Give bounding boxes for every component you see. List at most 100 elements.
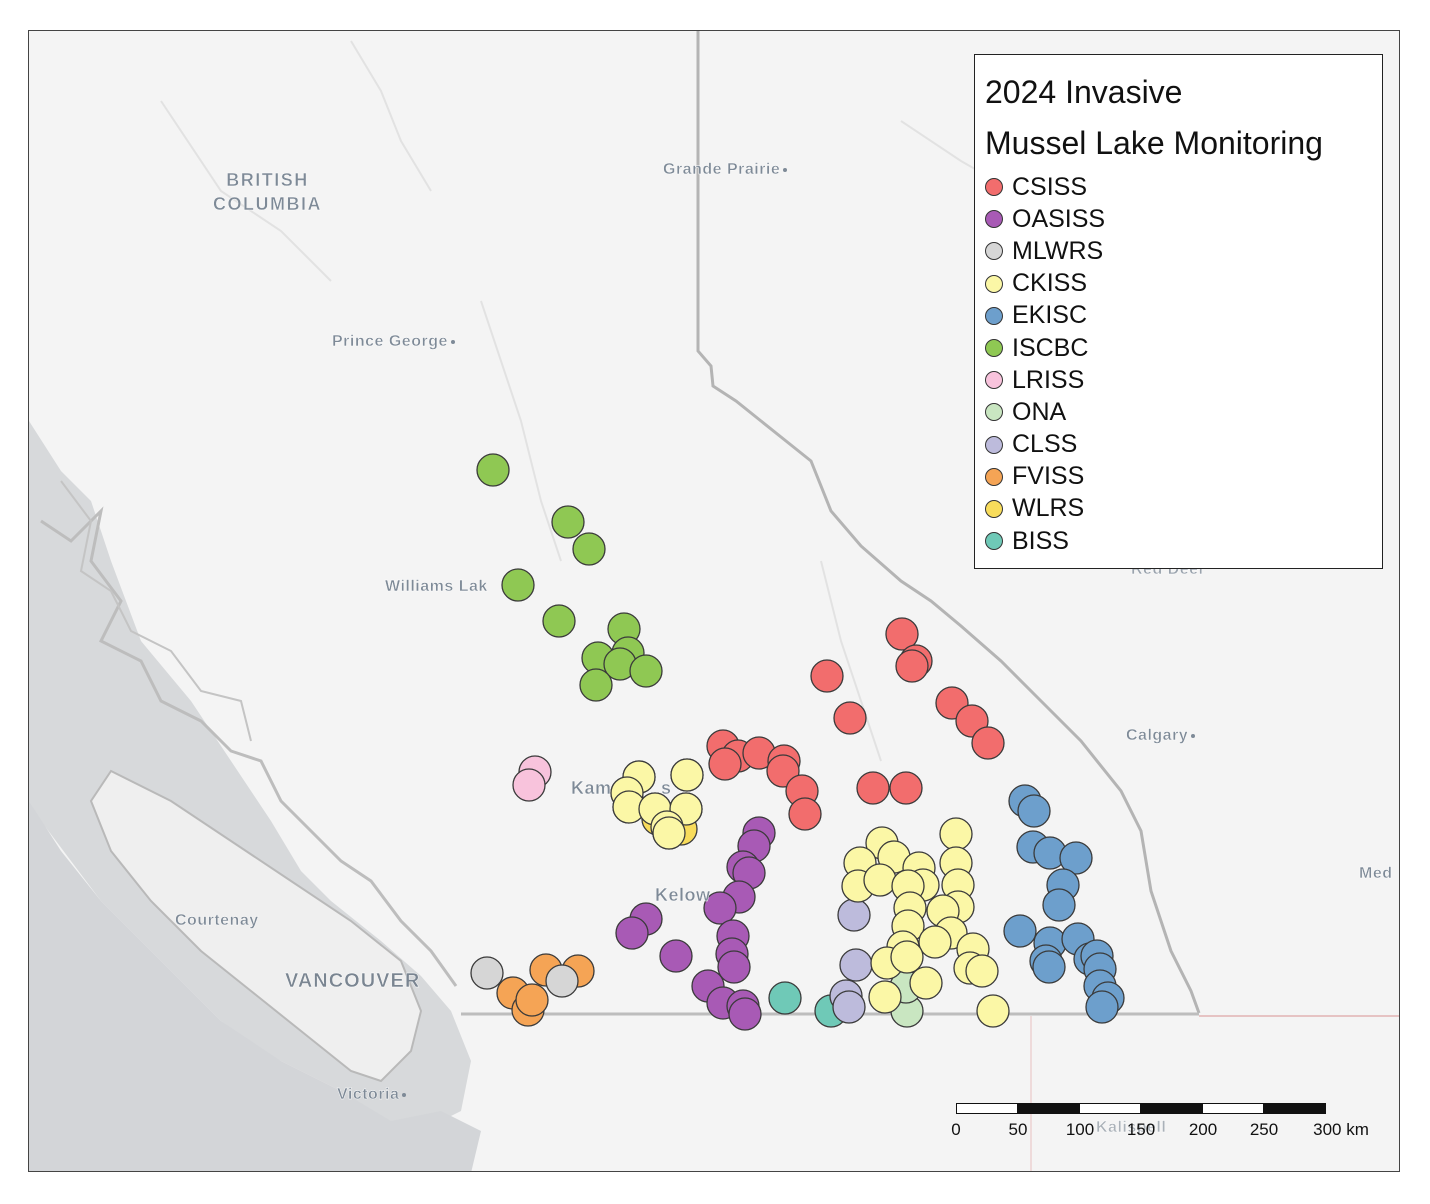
site-marker-iscbc	[579, 668, 613, 702]
legend-label: MLWRS	[1012, 236, 1104, 265]
legend-swatch	[985, 178, 1003, 197]
site-marker-csiss	[708, 747, 742, 781]
legend-label: FVISS	[1012, 462, 1085, 491]
williams-lake-text: Williams Lak	[385, 578, 488, 595]
site-marker-ckiss	[939, 817, 973, 851]
scale-tick-250: 250	[1249, 1120, 1279, 1139]
site-marker-ekisc	[1017, 794, 1051, 828]
label-british-columbia: BRITISH COLUMBIA	[213, 168, 322, 216]
label-medicine-hat: Med	[1359, 865, 1393, 883]
site-marker-clss	[832, 990, 866, 1024]
site-marker-ekisc	[1032, 950, 1066, 984]
site-marker-clss	[839, 948, 873, 982]
site-marker-ckiss	[868, 980, 902, 1014]
site-marker-ckiss	[863, 863, 897, 897]
site-marker-ckiss	[670, 758, 704, 792]
site-marker-ckiss	[965, 954, 999, 988]
site-marker-lriss	[512, 768, 546, 802]
label-kamloops: Kam	[571, 778, 612, 799]
legend-entry-ekisc: EKISC	[985, 300, 1372, 332]
map-frame: BRITISH COLUMBIA Grande Prairie Prince G…	[28, 30, 1400, 1172]
vancouver-text: VANCOUVER	[285, 970, 421, 992]
kalispell-text: Kalispell	[1096, 1119, 1167, 1136]
courtenay-text: Courtenay	[175, 912, 259, 929]
legend-entries: CSISS OASISS MLWRS CKISS EKISC ISCBC LRISS ONA C…	[985, 171, 1372, 557]
legend-label: OASISS	[1012, 204, 1106, 233]
legend-swatch	[985, 532, 1003, 551]
legend-entry-biss: BISS	[985, 525, 1372, 557]
scale-tick-0: 0	[951, 1120, 961, 1139]
site-marker-ekisc	[1085, 990, 1119, 1024]
legend-label: CSISS	[1012, 172, 1088, 201]
site-marker-ckiss	[918, 925, 952, 959]
site-marker-oasiss	[728, 997, 762, 1031]
bc-alberta-border	[696, 31, 1201, 1014]
monitoring-sites	[470, 453, 1125, 1031]
site-marker-iscbc	[551, 505, 585, 539]
site-marker-oasiss	[703, 891, 737, 925]
scale-bar: 0 50 100 150 200 250 300 km	[949, 1098, 1399, 1148]
legend-title: 2024 Invasive Mussel Lake Monitoring	[985, 74, 1323, 161]
legend-entry-oasiss: OASISS	[985, 203, 1372, 235]
site-marker-csiss	[810, 659, 844, 693]
legend-entry-csiss: CSISS	[985, 171, 1372, 203]
bc-line-2: COLUMBIA	[213, 194, 322, 214]
legend: 2024 Invasive Mussel Lake Monitoring CSI…	[974, 54, 1383, 569]
site-marker-iscbc	[476, 453, 510, 487]
site-marker-csiss	[856, 771, 890, 805]
site-marker-csiss	[895, 649, 929, 683]
site-marker-clss	[837, 898, 871, 932]
label-courtenay: Courtenay	[175, 912, 259, 930]
legend-label: ISCBC	[1012, 333, 1089, 362]
scale-seg-1	[956, 1103, 1018, 1114]
kamloops-tail-text: s	[661, 778, 672, 798]
legend-swatch	[985, 467, 1003, 486]
site-marker-ekisc	[1059, 841, 1093, 875]
site-marker-oasiss	[717, 950, 751, 984]
scale-tick-200: 200	[1188, 1120, 1218, 1139]
legend-label: BISS	[1012, 526, 1069, 555]
legend-label: EKISC	[1012, 301, 1088, 330]
legend-swatch	[985, 306, 1003, 325]
scale-tick-300: 300 km	[1313, 1120, 1369, 1139]
site-marker-mlwrs	[470, 956, 504, 990]
site-marker-biss	[768, 981, 802, 1015]
site-marker-iscbc	[542, 604, 576, 638]
medicine-hat-text: Med	[1359, 865, 1393, 882]
legend-swatch	[985, 242, 1003, 261]
scale-seg-6	[1263, 1103, 1326, 1114]
calgary-text: Calgary	[1126, 727, 1189, 744]
legend-label: ONA	[1012, 397, 1067, 426]
label-vancouver: VANCOUVER	[285, 970, 420, 993]
scale-seg-4	[1140, 1103, 1203, 1114]
legend-entry-lriss: LRISS	[985, 364, 1372, 396]
grande-prairie-text: Grande Prairie	[663, 161, 781, 178]
legend-entry-mlwrs: MLWRS	[985, 235, 1372, 267]
site-marker-ckiss	[890, 940, 924, 974]
kamloops-text: Kam	[571, 778, 612, 798]
label-kamloops-tail: s	[661, 778, 672, 799]
scale-tick-100: 100	[1065, 1120, 1095, 1139]
site-marker-csiss	[885, 617, 919, 651]
legend-label: CKISS	[1012, 269, 1088, 298]
scale-seg-5	[1202, 1103, 1264, 1114]
legend-label: WLRS	[1012, 494, 1085, 523]
legend-entry-clss: CLSS	[985, 429, 1372, 461]
site-marker-csiss	[889, 771, 923, 805]
legend-label: LRISS	[1012, 365, 1085, 394]
scale-tick-150: 150	[1126, 1120, 1156, 1139]
legend-entry-fviss: FVISS	[985, 461, 1372, 493]
label-calgary: Calgary	[1126, 727, 1196, 745]
vancouver-island	[89, 769, 423, 1083]
legend-entry-ona: ONA	[985, 396, 1372, 428]
legend-swatch	[985, 274, 1003, 293]
legend-swatch	[985, 403, 1003, 422]
legend-swatch	[985, 499, 1003, 518]
site-marker-ckiss	[976, 994, 1010, 1028]
scale-seg-2	[1017, 1103, 1080, 1114]
legend-swatch	[985, 339, 1003, 358]
site-marker-csiss	[971, 726, 1005, 760]
legend-swatch	[985, 435, 1003, 454]
site-marker-iscbc	[572, 532, 606, 566]
label-grande-prairie: Grande Prairie	[663, 161, 788, 179]
